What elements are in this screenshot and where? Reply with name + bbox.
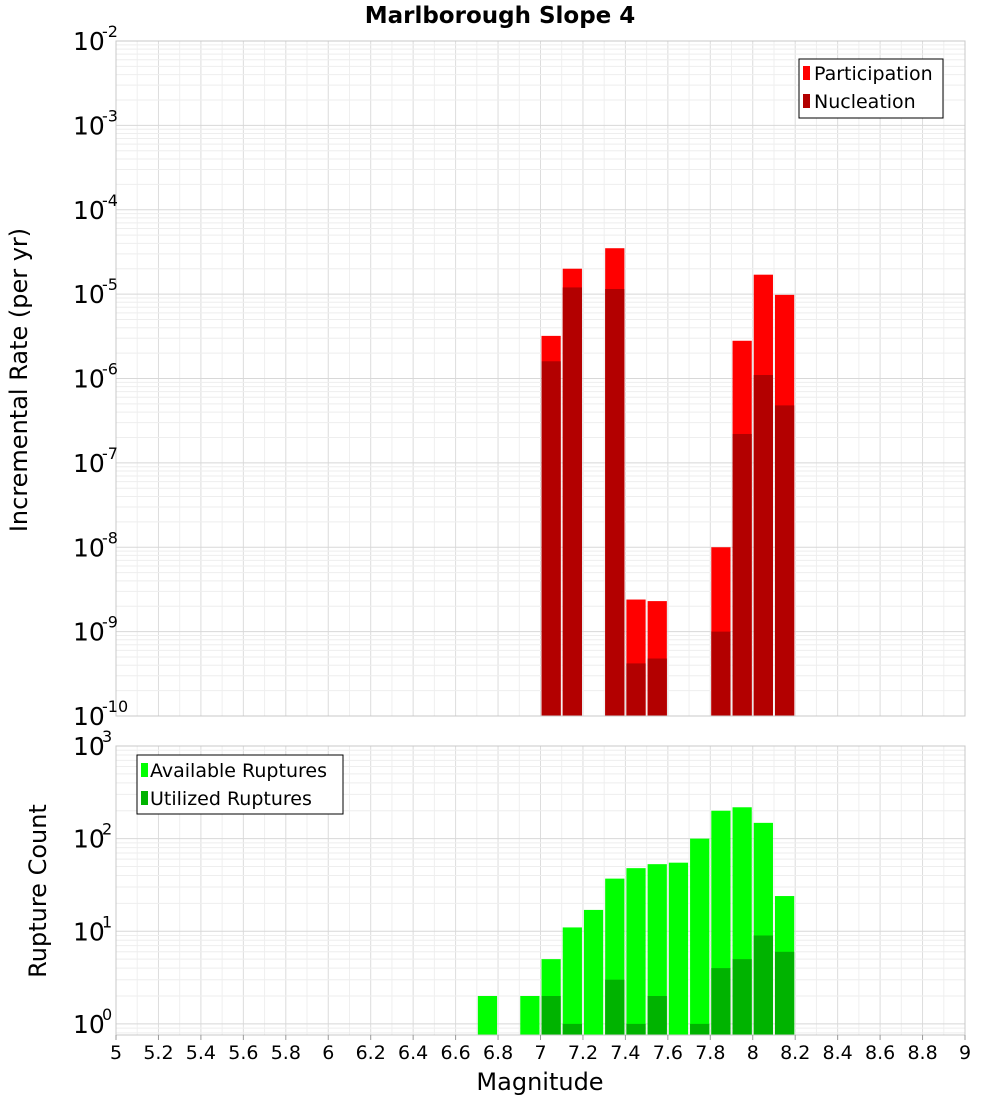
count-bar-utilized-ruptures	[647, 996, 667, 1035]
x-tick-label: 8.6	[865, 1042, 895, 1064]
count-bar-utilized-ruptures	[562, 1023, 582, 1035]
rate-y-tick-base: 10	[73, 111, 105, 140]
utilized-legend-label: Utilized Ruptures	[150, 788, 312, 810]
x-tick-label: 5.6	[228, 1042, 258, 1064]
count-y-tick-base: 10	[73, 917, 105, 946]
x-tick-label: 7.8	[695, 1042, 725, 1064]
x-axis-label: Magnitude	[476, 1068, 603, 1096]
available-legend-label: Available Ruptures	[150, 760, 327, 782]
nucleation-legend-label: Nucleation	[814, 91, 916, 113]
count-y-tick-base: 10	[73, 732, 105, 761]
available-legend-swatch	[141, 763, 148, 777]
x-tick-label: 7.6	[653, 1042, 683, 1064]
rate-y-tick-base: 10	[73, 533, 105, 562]
x-tick-label: 6	[322, 1042, 334, 1064]
rate-bar-nucleation	[605, 289, 625, 716]
count-bar-available-ruptures	[562, 927, 582, 1035]
count-bar-available-ruptures	[647, 864, 667, 1035]
rate-y-tick-exponent: -6	[102, 360, 118, 379]
x-tick-label: 5.2	[143, 1042, 173, 1064]
rate-y-tick-base: 10	[73, 196, 105, 225]
count-bar-utilized-ruptures	[711, 968, 731, 1035]
count-legend-box	[136, 754, 344, 815]
x-tick-label: 9	[959, 1042, 971, 1064]
count-y-tick-exponent: 3	[102, 727, 112, 746]
rate-bar-nucleation	[774, 405, 795, 716]
rate-y-tick-exponent: -9	[102, 613, 118, 632]
x-tick-label: 6.2	[356, 1042, 386, 1064]
rate-y-ticks: 10-210-310-410-510-610-710-810-910-10	[73, 22, 128, 731]
count-bar-utilized-ruptures	[753, 935, 773, 1035]
count-bar-available-ruptures	[626, 868, 646, 1035]
chart-title: Marlborough Slope 4	[365, 3, 636, 29]
count-y-tick-exponent: 0	[102, 1005, 112, 1024]
x-tick-label: 6.6	[440, 1042, 470, 1064]
rate-y-tick-base: 10	[73, 365, 105, 394]
rate-y-axis-label: Incremental Rate (per yr)	[5, 228, 33, 532]
count-bar-available-ruptures	[477, 996, 498, 1035]
rate-legend-box	[798, 58, 944, 119]
count-bar-utilized-ruptures	[690, 1023, 710, 1035]
rate-y-tick-base: 10	[73, 449, 105, 478]
x-tick-label: 5.4	[186, 1042, 216, 1064]
count-bar-utilized-ruptures	[541, 996, 561, 1035]
utilized-legend-swatch	[141, 791, 148, 805]
x-tick-label: 7.2	[568, 1042, 598, 1064]
count-y-tick-exponent: 2	[102, 820, 112, 839]
rate-y-tick-base: 10	[73, 702, 105, 731]
rate-grid	[115, 41, 966, 717]
participation-legend-swatch	[803, 66, 810, 80]
x-tick-label: 5.8	[271, 1042, 301, 1064]
rate-y-tick-base: 10	[73, 280, 105, 309]
participation-legend-label: Participation	[814, 63, 933, 85]
count-bar-available-ruptures	[520, 996, 540, 1035]
x-tick-label: 7.4	[610, 1042, 640, 1064]
rate-plot-frame	[115, 40, 966, 717]
rate-bar-nucleation	[626, 663, 646, 716]
rate-bar-nucleation	[541, 361, 561, 716]
rate-bar-nucleation	[711, 631, 731, 716]
count-bar-utilized-ruptures	[626, 1023, 646, 1035]
x-tick-label: 8.8	[907, 1042, 937, 1064]
rate-bar-nucleation	[753, 375, 773, 716]
count-bar-available-ruptures	[668, 862, 689, 1035]
rate-bar-nucleation	[732, 433, 752, 716]
count-y-tick-exponent: 1	[102, 912, 112, 931]
x-tick-label: 5	[110, 1042, 122, 1064]
count-y-tick-base: 10	[73, 1010, 105, 1039]
rate-bar-nucleation	[647, 658, 667, 716]
rate-y-tick-base: 10	[73, 618, 105, 647]
count-bar-utilized-ruptures	[605, 979, 625, 1035]
rate-y-tick-exponent: -8	[102, 528, 118, 547]
rate-y-tick-exponent: -2	[102, 22, 118, 41]
x-tick-label: 8	[747, 1042, 759, 1064]
x-tick-label: 8.2	[780, 1042, 810, 1064]
rate-y-tick-exponent: -4	[102, 191, 118, 210]
count-bar-available-ruptures	[690, 838, 710, 1035]
count-bar-utilized-ruptures	[732, 959, 752, 1035]
rate-y-tick-base: 10	[73, 27, 105, 56]
rate-bar-nucleation	[562, 287, 582, 716]
rate-y-tick-exponent: -3	[102, 106, 118, 125]
rate-bars	[541, 248, 795, 717]
rate-legend: Participation Nucleation	[798, 58, 944, 119]
count-y-axis-label: Rupture Count	[24, 804, 52, 978]
x-tick-labels: 5 5.2 5.4 5.6 5.8 6 6.2 6.4 6.6 6.8 7 7.2 7.4 7.6 7.8 8…	[110, 1035, 971, 1064]
count-y-tick-base: 10	[73, 825, 105, 854]
count-bar-utilized-ruptures	[774, 951, 795, 1035]
count-bar-available-ruptures	[583, 909, 604, 1035]
x-tick-label: 6.8	[483, 1042, 513, 1064]
x-tick-label: 8.4	[823, 1042, 853, 1064]
nucleation-legend-swatch	[803, 94, 810, 108]
rate-y-tick-exponent: -7	[102, 444, 118, 463]
x-tick-label: 6.4	[398, 1042, 428, 1064]
count-legend: Available Ruptures Utilized Ruptures	[136, 754, 344, 815]
rate-y-tick-exponent: -5	[102, 275, 118, 294]
count-bars	[477, 807, 795, 1035]
x-tick-label: 7	[534, 1042, 546, 1064]
rate-y-tick-exponent: -10	[102, 697, 128, 716]
